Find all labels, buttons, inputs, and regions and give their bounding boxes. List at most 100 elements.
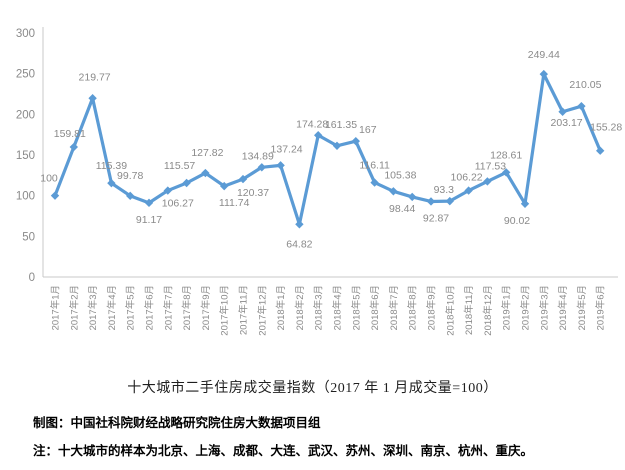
data-label: 137.24 [271,143,303,155]
x-tick-label: 2017年2月 [68,285,80,330]
data-point-marker [539,69,548,79]
data-point-marker [577,101,586,111]
data-label: 128.61 [490,149,522,161]
data-point-marker [238,174,248,184]
x-tick-label: 2017年9月 [200,285,212,330]
data-point-marker [182,178,191,188]
data-point-marker [295,220,304,229]
data-point-marker [445,196,454,206]
data-point-marker [276,161,285,170]
data-point-marker [220,181,229,191]
x-tick-label: 2019年5月 [576,285,588,330]
data-point-marker [370,178,379,187]
data-label: 174.28 [296,118,328,130]
x-tick-label: 2019年3月 [538,285,550,330]
data-label: 127.82 [191,147,223,159]
y-tick-label: 150 [16,150,35,162]
x-tick-label: 2018年8月 [407,285,419,330]
x-tick-label: 2018年9月 [426,285,438,330]
data-point-marker [351,136,360,146]
x-tick-label: 2017年11月 [238,285,250,335]
data-point-marker [257,163,266,172]
data-point-marker [314,131,323,140]
data-label: 100 [40,173,58,185]
x-tick-label: 2019年6月 [595,285,607,330]
x-tick-label: 2019年1月 [501,285,513,330]
x-tick-label: 2017年6月 [144,285,156,330]
data-label: 91.17 [136,214,162,226]
data-label: 159.81 [54,128,86,140]
data-point-marker [520,199,530,208]
x-tick-label: 2017年3月 [87,285,99,330]
x-tick-label: 2018年7月 [388,285,400,330]
data-label: 99.78 [117,170,143,182]
data-label: 106.27 [162,198,194,210]
x-tick-label: 2018年12月 [482,285,494,336]
data-point-marker [69,142,78,152]
data-point-marker [201,168,210,178]
x-tick-label: 2019年2月 [520,285,532,330]
x-tick-label: 2018年6月 [369,285,381,330]
data-point-marker [144,198,154,208]
data-point-marker [332,141,342,150]
data-point-marker [126,191,135,201]
x-tick-label: 2017年5月 [125,285,137,330]
data-label: 98.44 [389,203,415,215]
y-tick-label: 100 [16,191,35,203]
data-label: 115.57 [164,160,195,172]
data-label: 134.89 [242,150,274,162]
data-point-marker [408,192,417,202]
data-label: 116.11 [359,160,390,172]
credit-line: 制图：中国社科院财经战略研究院住房大数据项目组 [33,416,321,430]
y-tick-label: 0 [29,272,35,284]
chart-title: 十大城市二手住房成交量指数（2017 年 1 月成交量=100） [127,381,498,396]
data-label: 120.37 [237,187,269,199]
volume-index-line-chart: 0 50 100 150 200 250 300 2017年1月 2017年2月 2017年3月 2… [16,27,622,336]
y-tick-label: 250 [16,69,35,81]
data-point-marker [389,187,398,196]
data-label: 115.39 [96,160,127,172]
data-label: 210.05 [569,79,601,91]
data-point-marker [50,191,60,200]
data-label: 105.38 [384,169,416,181]
note-line: 注：十大城市的样本为北京、上海、成都、大连、武汉、苏州、深圳、南京、杭州、重庆。 [33,444,534,458]
data-label: 92.87 [423,212,449,224]
x-tick-label: 2017年7月 [162,285,174,330]
y-tick-label: 200 [16,109,35,121]
data-point-marker [596,146,605,155]
x-tick-label: 2018年1月 [275,285,287,330]
data-label: 90.02 [504,215,530,227]
data-label: 117.53 [475,160,506,172]
data-point-marker [163,186,172,195]
x-tick-label: 2017年12月 [256,285,268,336]
data-label: 111.74 [219,197,250,209]
x-tick-label: 2017年10月 [219,285,231,336]
data-point-marker [426,197,436,206]
y-tick-label: 300 [16,28,35,40]
x-tick-label: 2017年4月 [106,285,118,330]
data-point-marker [502,168,511,177]
data-label: 161.35 [325,119,357,131]
data-point-marker [464,186,473,195]
data-point-marker [88,94,97,103]
x-tick-label: 2018年11月 [463,285,475,335]
x-tick-label: 2018年5月 [350,285,362,330]
data-point-marker [107,178,116,188]
data-label: 93.3 [434,184,455,196]
data-label: 167 [359,124,377,136]
data-label: 249.44 [528,49,560,61]
data-label: 203.17 [551,117,583,129]
data-label: 155.28 [590,122,622,134]
x-tick-label: 2018年2月 [294,285,306,330]
data-point-marker [558,107,567,116]
x-tick-label: 2019年4月 [557,285,569,330]
data-label: 64.82 [286,238,312,250]
x-tick-label: 2018年3月 [313,285,325,330]
x-tick-label: 2018年10月 [444,285,456,336]
x-tick-label: 2017年8月 [181,285,193,330]
y-tick-label: 50 [22,231,35,243]
data-label: 219.77 [79,71,111,83]
data-label: 106.22 [451,172,483,184]
series-line [53,72,602,226]
